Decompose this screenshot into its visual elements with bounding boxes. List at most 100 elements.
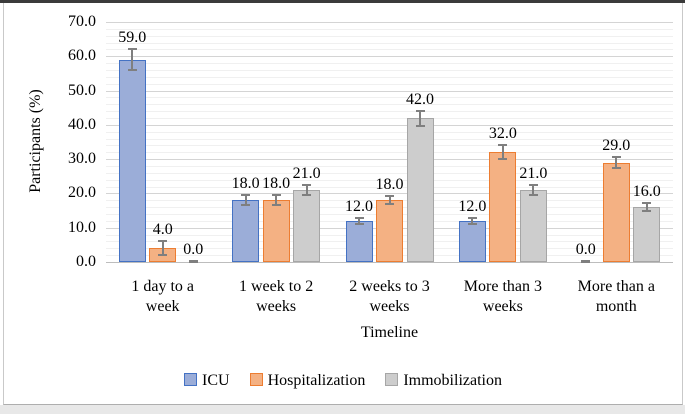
major-gridline bbox=[106, 193, 673, 195]
bar-immobilization bbox=[519, 190, 547, 262]
data-label: 4.0 bbox=[152, 221, 173, 239]
icu-swatch-icon bbox=[184, 373, 197, 386]
legend-label: Immobilization bbox=[403, 372, 502, 389]
x-category-label: 1 week to 2 weeks bbox=[238, 278, 314, 315]
bar-icu bbox=[458, 220, 486, 262]
error-bar-cap bbox=[158, 240, 168, 243]
y-tick-label: 70.0 bbox=[68, 13, 96, 30]
error-bar-cap bbox=[467, 217, 477, 220]
error-bar-line bbox=[419, 110, 421, 126]
error-bar-line bbox=[388, 196, 391, 205]
error-bar-cap bbox=[188, 259, 198, 262]
legend-item-immobilization: Immobilization bbox=[385, 372, 502, 390]
data-label: 21.0 bbox=[519, 165, 548, 183]
error-bar-cap bbox=[188, 261, 198, 263]
error-bar-line bbox=[615, 157, 618, 169]
error-bar-line bbox=[161, 241, 164, 256]
y-tick-label: 40.0 bbox=[68, 115, 96, 133]
error-bar-line bbox=[471, 218, 474, 224]
data-label: 29.0 bbox=[602, 137, 631, 155]
y-tick-label: 10.0 bbox=[68, 218, 96, 236]
error-bar-cap bbox=[385, 203, 394, 206]
error-bar-cap bbox=[498, 144, 508, 147]
minor-gridline bbox=[106, 83, 673, 85]
error-bar-cap bbox=[528, 184, 538, 187]
y-tick-label: 60.0 bbox=[68, 47, 96, 65]
bar-icu bbox=[118, 59, 146, 262]
bar-immobilization bbox=[406, 118, 434, 262]
legend-label: Hospitalization bbox=[267, 372, 366, 389]
data-label: 0.0 bbox=[575, 240, 596, 258]
hospitalization-swatch-icon bbox=[249, 373, 263, 386]
error-bar-cap bbox=[528, 193, 538, 196]
major-gridline bbox=[106, 56, 673, 58]
error-bar-cap bbox=[271, 204, 281, 207]
major-gridline bbox=[106, 124, 673, 126]
top-border-line bbox=[0, 0, 685, 3]
error-bar-cap bbox=[271, 194, 281, 197]
x-category-label: More than a month bbox=[577, 278, 655, 315]
legend-item-hospitalization: Hospitalization bbox=[249, 372, 366, 390]
data-label: 32.0 bbox=[488, 125, 517, 143]
error-bar-cap bbox=[241, 204, 251, 207]
chart-figure: Participants (%) 59.0 18.0 12.0 12.0 0.0 4.0 1… bbox=[3, 3, 683, 405]
major-gridline bbox=[106, 22, 673, 23]
data-label: 16.0 bbox=[632, 183, 661, 200]
legend-item-icu: ICU bbox=[184, 372, 230, 390]
error-bar-line bbox=[131, 49, 134, 70]
bar-hospitalization bbox=[489, 152, 517, 262]
y-axis-title: Participants (%) bbox=[27, 89, 44, 193]
y-tick-label: 50.0 bbox=[68, 81, 96, 99]
minor-gridline bbox=[106, 28, 673, 30]
error-bar-line bbox=[244, 195, 247, 206]
data-label: 59.0 bbox=[118, 29, 147, 47]
x-category-label: More than 3 weeks bbox=[463, 278, 542, 315]
minor-gridline bbox=[106, 70, 673, 71]
minor-gridline bbox=[106, 145, 673, 147]
bar-hospitalization bbox=[262, 200, 290, 262]
bar-hospitalization bbox=[602, 162, 630, 262]
bar-icu bbox=[232, 200, 260, 262]
error-bar-line bbox=[275, 195, 278, 206]
y-tick-label: 0.0 bbox=[76, 253, 96, 270]
plot-area: 59.0 18.0 12.0 12.0 0.0 4.0 18.0 18.0 32.0 29.0 0.… bbox=[106, 22, 673, 263]
x-category-label: 1 day to a week bbox=[131, 278, 195, 315]
error-bar-cap bbox=[642, 210, 652, 213]
chart-legend: ICU Hospitalization Immobilization bbox=[4, 372, 682, 390]
bar-immobilization bbox=[633, 207, 661, 262]
error-bar-cap bbox=[415, 124, 425, 127]
error-bar-cap bbox=[127, 69, 137, 71]
major-gridline bbox=[106, 90, 673, 92]
y-tick-label: 20.0 bbox=[68, 184, 96, 202]
minor-gridline bbox=[106, 179, 673, 181]
major-gridline bbox=[106, 159, 673, 161]
immobilization-swatch-icon bbox=[385, 373, 399, 386]
minor-gridline bbox=[106, 97, 673, 99]
error-bar-cap bbox=[581, 261, 591, 263]
x-axis-line bbox=[106, 262, 673, 263]
error-bar-cap bbox=[611, 156, 621, 159]
minor-gridline bbox=[106, 138, 673, 140]
page-background-strip bbox=[0, 405, 685, 414]
x-category-label: 2 weeks to 3 weeks bbox=[349, 278, 430, 315]
minor-gridline bbox=[106, 35, 673, 37]
minor-gridline bbox=[106, 172, 673, 174]
bar-icu bbox=[345, 220, 373, 262]
minor-gridline bbox=[106, 76, 673, 78]
bar-immobilization bbox=[293, 190, 321, 262]
y-tick-label: 30.0 bbox=[68, 150, 96, 168]
minor-gridline bbox=[106, 104, 673, 106]
minor-gridline bbox=[106, 166, 673, 167]
bar-hospitalization bbox=[376, 200, 403, 262]
data-label: 18.0 bbox=[375, 176, 404, 194]
error-bar-line bbox=[358, 218, 360, 224]
error-bar-line bbox=[305, 184, 308, 196]
data-label: 21.0 bbox=[292, 164, 321, 182]
data-label: 0.0 bbox=[183, 240, 204, 258]
error-bar-line bbox=[645, 203, 648, 212]
data-label: 18.0 bbox=[231, 175, 260, 193]
minor-gridline bbox=[106, 63, 673, 65]
error-bar-cap bbox=[302, 194, 312, 197]
minor-gridline bbox=[106, 118, 673, 119]
